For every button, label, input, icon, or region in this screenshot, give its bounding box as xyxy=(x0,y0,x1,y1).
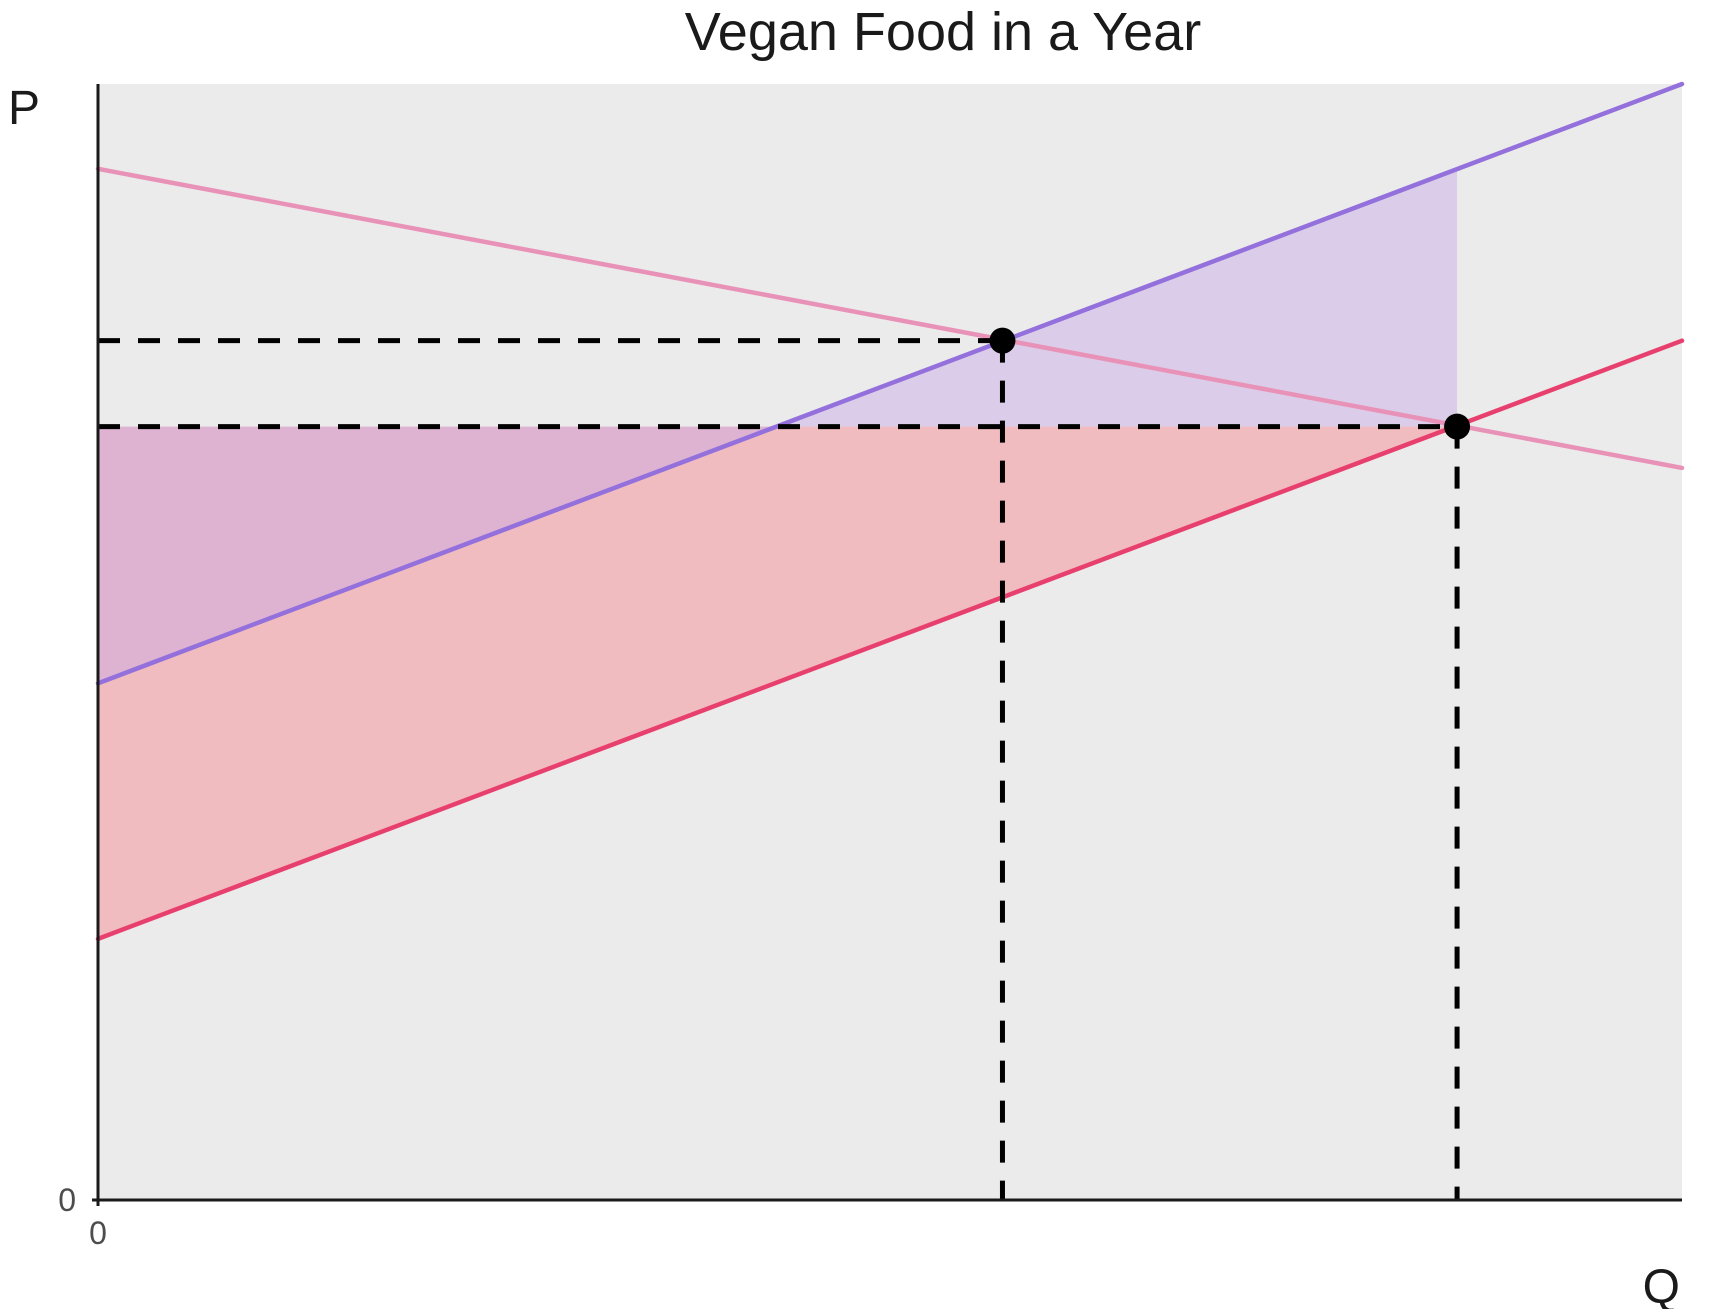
equilibrium-points xyxy=(989,327,1471,440)
curve-line-3 xyxy=(95,338,1685,942)
x-axis-label: Q xyxy=(1643,1261,1680,1309)
curve-line-2 xyxy=(95,81,1685,686)
curve-line-1 xyxy=(95,166,1685,471)
equilibrium-point-2 xyxy=(1444,413,1471,440)
chart-title: Vegan Food in a Year xyxy=(685,2,1201,62)
curves xyxy=(95,81,1685,942)
guide-lines xyxy=(98,338,1460,1200)
axes xyxy=(92,84,1682,1206)
y-axis-label: P xyxy=(8,82,40,135)
equilibrium-point-1 xyxy=(989,327,1016,354)
y-tick-label: 0 xyxy=(58,1182,76,1218)
x-tick-label: 0 xyxy=(89,1215,107,1251)
